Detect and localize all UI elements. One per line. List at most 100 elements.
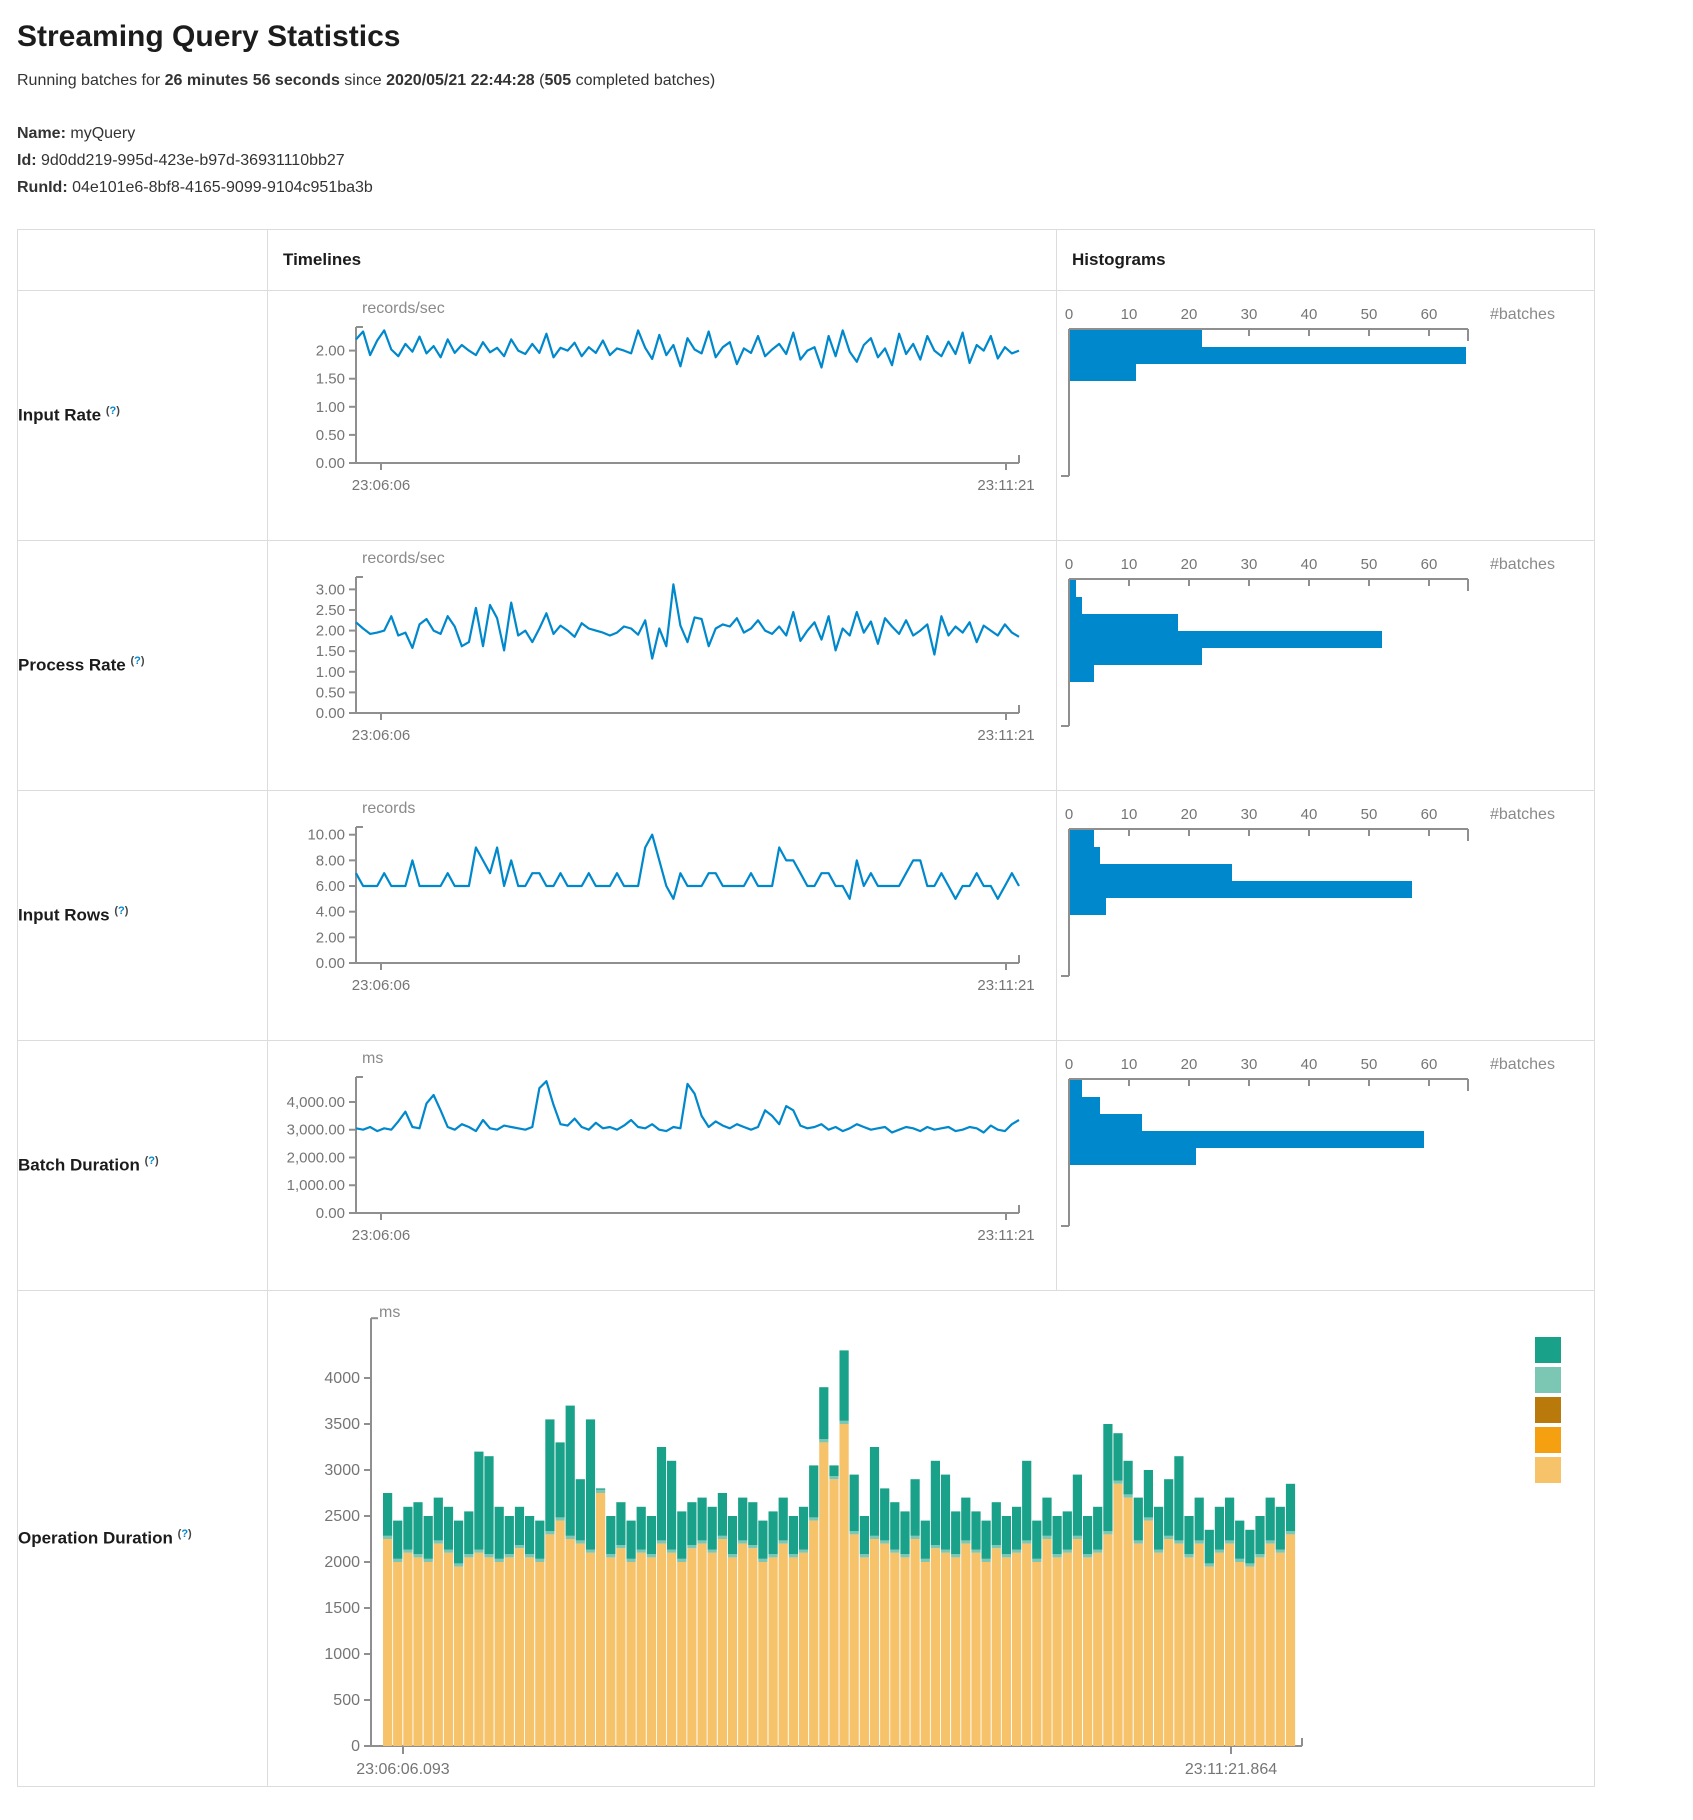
input-rows-row: Input Rows (?) records 0.00 2.00 4.00 6.00 8.… (17, 790, 1595, 1041)
svg-text:2.00: 2.00 (316, 929, 345, 946)
svg-text:0: 0 (351, 1738, 360, 1755)
svg-text:0.50: 0.50 (316, 684, 345, 701)
completed-batch-count: 505 (544, 72, 572, 89)
svg-text:20: 20 (1181, 806, 1198, 823)
batch-duration-histogram-cell: 0 10 20 30 40 50 60 #batches (1056, 1040, 1595, 1291)
svg-text:30: 30 (1241, 306, 1258, 323)
batch-duration-timeline-cell: ms 0.00 1,000.00 2,000.00 3,000.00 4,000.00 23… (267, 1040, 1057, 1291)
process-rate-help-icon[interactable]: (?) (130, 655, 145, 668)
svg-text:records: records (362, 800, 415, 817)
query-info: Name: myQuery Id: 9d0dd219-995d-423e-b97… (17, 120, 1676, 201)
svg-text:4,000.00: 4,000.00 (287, 1094, 345, 1111)
query-name-line: Name: myQuery (17, 120, 1676, 147)
svg-text:60: 60 (1421, 806, 1438, 823)
input-rows-label-cell: Input Rows (?) (17, 790, 268, 1041)
batch-duration-histogram-chart: 0 10 20 30 40 50 60 #batches (1057, 1041, 1594, 1287)
svg-text:1000: 1000 (324, 1646, 360, 1663)
input-rows-histogram-cell: 0 10 20 30 40 50 60 #batches (1056, 790, 1595, 1041)
input-rate-help-icon[interactable]: (?) (105, 405, 120, 418)
input-rows-histogram-chart: 0 10 20 30 40 50 60 #batches (1057, 791, 1594, 1037)
svg-text:30: 30 (1241, 556, 1258, 573)
operation-duration-label: Operation Duration (18, 1528, 173, 1548)
process-rate-label: Process Rate (18, 655, 126, 675)
batch-duration-row: Batch Duration (?) ms 0.00 1,000.00 2,000.0… (17, 1040, 1595, 1291)
query-runid-label: RunId: (17, 179, 68, 196)
svg-text:40: 40 (1301, 556, 1318, 573)
svg-text:3,000.00: 3,000.00 (287, 1122, 345, 1139)
header-timelines: Timelines (267, 229, 1057, 291)
svg-text:23:11:21.864: 23:11:21.864 (1185, 1761, 1277, 1778)
process-rate-timeline-cell: records/sec 0.00 0.50 1.00 1.50 2.00 2.50 3.00 2… (267, 540, 1057, 791)
svg-text:10: 10 (1121, 806, 1138, 823)
query-runid-line: RunId: 04e101e6-8bf8-4165-9099-9104c951b… (17, 174, 1676, 201)
svg-text:60: 60 (1421, 1056, 1438, 1073)
legend-swatch-3 (1535, 1427, 1561, 1453)
svg-text:23:11:21: 23:11:21 (977, 977, 1034, 994)
running-duration: 26 minutes 56 seconds (164, 72, 340, 89)
svg-text:40: 40 (1301, 306, 1318, 323)
svg-text:2500: 2500 (324, 1508, 360, 1525)
svg-text:23:11:21: 23:11:21 (977, 1227, 1034, 1244)
svg-text:50: 50 (1361, 806, 1378, 823)
svg-text:1.00: 1.00 (316, 664, 345, 681)
batch-duration-label-cell: Batch Duration (?) (17, 1040, 268, 1291)
svg-text:50: 50 (1361, 306, 1378, 323)
svg-text:2,000.00: 2,000.00 (287, 1149, 345, 1166)
svg-text:50: 50 (1361, 556, 1378, 573)
svg-text:#batches: #batches (1490, 1056, 1555, 1073)
summary-prefix: Running batches for (17, 72, 165, 89)
svg-text:4000: 4000 (324, 1370, 360, 1387)
svg-text:6.00: 6.00 (316, 878, 345, 895)
process-rate-row: Process Rate (?) records/sec 0.00 0.50 1.00… (17, 540, 1595, 791)
input-rate-timeline-chart: records/sec 0.00 0.50 1.00 1.50 2.00 23:06:06 2… (268, 291, 1056, 537)
svg-text:10.00: 10.00 (307, 827, 345, 844)
input-rate-histogram-chart: 0 10 20 30 40 50 60 #batches (1057, 291, 1594, 537)
svg-text:ms: ms (379, 1304, 400, 1321)
operation-duration-chart-cell: ms 0 500 1000 1500 2000 2500 3000 3500 4000 23:06:… (267, 1290, 1595, 1787)
svg-text:#batches: #batches (1490, 806, 1555, 823)
svg-text:0: 0 (1065, 1056, 1073, 1073)
process-rate-timeline-chart: records/sec 0.00 0.50 1.00 1.50 2.00 2.50 3.00 2… (268, 541, 1056, 787)
svg-text:3000: 3000 (324, 1462, 360, 1479)
svg-text:2.50: 2.50 (316, 602, 345, 619)
svg-text:0: 0 (1065, 556, 1073, 573)
svg-text:10: 10 (1121, 306, 1138, 323)
svg-text:0.00: 0.00 (316, 455, 345, 472)
operation-duration-label-cell: Operation Duration (?) (17, 1290, 268, 1787)
batch-duration-help-icon[interactable]: (?) (144, 1155, 159, 1168)
svg-text:20: 20 (1181, 1056, 1198, 1073)
svg-text:2.00: 2.00 (316, 343, 345, 360)
svg-text:1500: 1500 (324, 1600, 360, 1617)
query-runid-value: 04e101e6-8bf8-4165-9099-9104c951ba3b (72, 179, 373, 196)
statistics-table: Timelines Histograms Input Rate (?) reco… (17, 229, 1595, 1787)
legend-swatch-1 (1535, 1367, 1561, 1393)
query-id-label: Id: (17, 152, 37, 169)
svg-text:3500: 3500 (324, 1416, 360, 1433)
batch-duration-timeline-chart: ms 0.00 1,000.00 2,000.00 3,000.00 4,000.00 23… (268, 1041, 1056, 1287)
input-rate-timeline-cell: records/sec 0.00 0.50 1.00 1.50 2.00 23:06:06 2… (267, 290, 1057, 541)
query-name-label: Name: (17, 125, 66, 142)
svg-text:40: 40 (1301, 1056, 1318, 1073)
running-batches-summary: Running batches for 26 minutes 56 second… (17, 72, 1676, 90)
svg-text:23:11:21: 23:11:21 (977, 477, 1034, 494)
start-timestamp: 2020/05/21 22:44:28 (386, 72, 535, 89)
svg-text:8.00: 8.00 (316, 852, 345, 869)
process-rate-label-cell: Process Rate (?) (17, 540, 268, 791)
input-rate-histogram-cell: 0 10 20 30 40 50 60 #batches (1056, 290, 1595, 541)
header-histograms: Histograms (1056, 229, 1595, 291)
svg-text:0.00: 0.00 (316, 955, 345, 972)
svg-text:4.00: 4.00 (316, 904, 345, 921)
svg-text:23:06:06: 23:06:06 (352, 977, 410, 994)
summary-since: since (339, 72, 387, 89)
legend-swatch-0 (1535, 1337, 1561, 1363)
header-empty (17, 229, 268, 291)
svg-text:2000: 2000 (324, 1554, 360, 1571)
batch-duration-label: Batch Duration (18, 1155, 140, 1175)
svg-text:60: 60 (1421, 556, 1438, 573)
svg-text:23:11:21: 23:11:21 (977, 727, 1034, 744)
svg-text:10: 10 (1121, 556, 1138, 573)
operation-duration-help-icon[interactable]: (?) (177, 1528, 192, 1541)
svg-text:0: 0 (1065, 306, 1073, 323)
input-rows-help-icon[interactable]: (?) (114, 905, 129, 918)
